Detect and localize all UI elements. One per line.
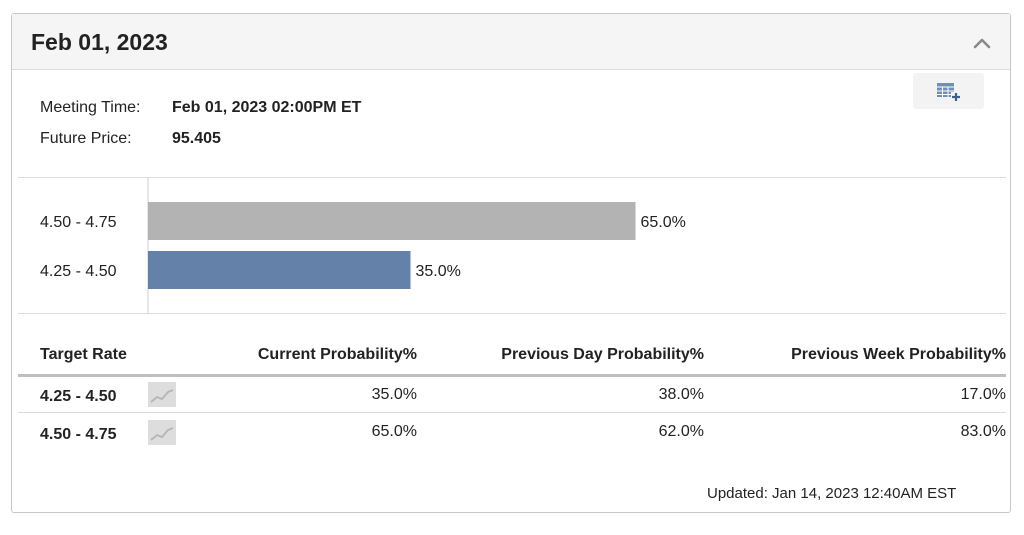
col-previous-day-header: Previous Day Probability% <box>501 346 704 363</box>
table-header-divider <box>18 374 1006 377</box>
meeting-time-value: Feb 01, 2023 02:00PM ET <box>172 99 362 116</box>
bar[interactable] <box>148 251 411 289</box>
target-rate-cell: 4.50 - 4.75 <box>40 426 117 443</box>
chevron-up-icon <box>973 38 991 49</box>
col-current-probability-header: Current Probability% <box>257 346 417 363</box>
previous-day-probability-cell: 38.0% <box>658 386 704 403</box>
previous-day-probability-cell: 62.0% <box>658 423 704 440</box>
probability-bar-chart: 4.50 - 4.75 65.0% 4.25 - 4.50 35.0% <box>40 178 686 313</box>
chart-bottom-divider <box>18 313 1006 314</box>
bar-value-label: 65.0% <box>641 214 686 231</box>
table-row-divider <box>18 412 1006 413</box>
sparkline-icon <box>150 427 174 441</box>
col-previous-week-header: Previous Week Probability% <box>791 346 1006 363</box>
future-price-label: Future Price: <box>40 130 132 147</box>
meeting-time-label: Meeting Time: <box>40 99 141 116</box>
updated-timestamp: Updated: Jan 14, 2023 12:40AM EST <box>707 485 957 502</box>
chart-top-divider <box>18 177 1006 178</box>
sparkline-button[interactable] <box>148 420 176 445</box>
collapse-button[interactable] <box>964 24 1000 60</box>
panel-header: Feb 01, 2023 <box>12 14 1010 70</box>
col-target-rate-header: Target Rate <box>40 346 127 363</box>
bar-value-label: 35.0% <box>416 263 461 280</box>
panel-title: Feb 01, 2023 <box>31 29 168 55</box>
sparkline-button[interactable] <box>148 382 176 407</box>
export-table-button[interactable] <box>913 73 984 109</box>
future-price-value: 95.405 <box>172 130 221 147</box>
bar-category-label: 4.50 - 4.75 <box>40 214 117 231</box>
bar[interactable] <box>148 202 636 240</box>
current-probability-cell: 35.0% <box>371 386 417 403</box>
bar-category-label: 4.25 - 4.50 <box>40 263 117 280</box>
target-rate-cell: 4.25 - 4.50 <box>40 388 117 405</box>
previous-week-probability-cell: 83.0% <box>960 423 1006 440</box>
sparkline-icon <box>150 389 174 403</box>
previous-week-probability-cell: 17.0% <box>960 386 1006 403</box>
table-add-icon <box>937 83 961 102</box>
current-probability-cell: 65.0% <box>371 423 417 440</box>
